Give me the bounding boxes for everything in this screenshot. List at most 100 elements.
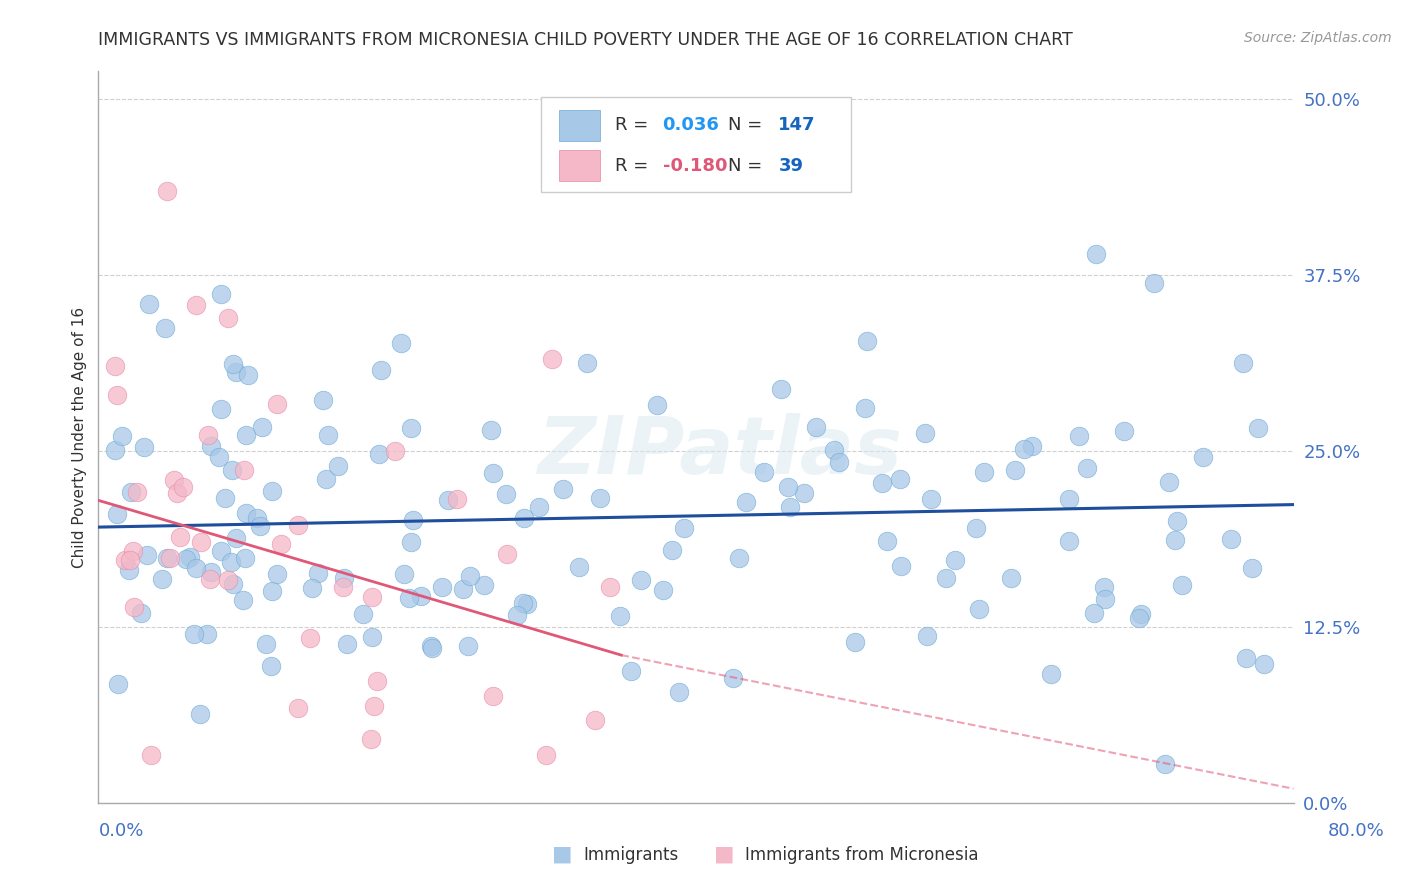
Point bbox=[195, 627, 218, 641]
Point bbox=[332, 580, 354, 594]
Point bbox=[118, 563, 141, 577]
Point bbox=[728, 551, 751, 566]
Point bbox=[174, 552, 197, 566]
Point bbox=[179, 549, 201, 564]
Point bbox=[384, 443, 406, 458]
Point bbox=[249, 519, 271, 533]
Point bbox=[209, 287, 232, 301]
Text: N =: N = bbox=[728, 157, 768, 175]
Text: Immigrants from Micronesia: Immigrants from Micronesia bbox=[745, 846, 979, 863]
Point bbox=[219, 555, 242, 569]
Point bbox=[855, 334, 877, 348]
Point bbox=[136, 548, 159, 562]
Y-axis label: Child Poverty Under the Age of 16: Child Poverty Under the Age of 16 bbox=[72, 307, 87, 567]
Point bbox=[183, 627, 205, 641]
Text: 80.0%: 80.0% bbox=[1329, 822, 1385, 840]
Point bbox=[1241, 560, 1264, 574]
Point bbox=[870, 475, 893, 490]
Point bbox=[437, 493, 460, 508]
Point bbox=[105, 388, 128, 402]
Point bbox=[474, 578, 496, 592]
Point bbox=[328, 459, 350, 474]
Point bbox=[361, 630, 384, 644]
Point bbox=[1246, 421, 1268, 435]
Point bbox=[1143, 276, 1166, 290]
Point bbox=[853, 401, 876, 415]
Point bbox=[131, 606, 153, 620]
Point bbox=[1000, 571, 1022, 585]
Text: 0.036: 0.036 bbox=[662, 117, 720, 135]
Point bbox=[1128, 611, 1150, 625]
Point bbox=[360, 731, 382, 746]
Point bbox=[513, 511, 536, 525]
Point bbox=[316, 428, 339, 442]
Point bbox=[1067, 429, 1090, 443]
Point bbox=[973, 466, 995, 480]
Point bbox=[200, 565, 222, 579]
Point bbox=[661, 543, 683, 558]
Point bbox=[260, 484, 283, 499]
Point bbox=[1039, 667, 1062, 681]
Point bbox=[583, 713, 606, 727]
Point bbox=[589, 491, 612, 505]
Text: -0.180: -0.180 bbox=[662, 157, 727, 175]
FancyBboxPatch shape bbox=[558, 151, 600, 181]
Point bbox=[398, 591, 420, 606]
Point bbox=[200, 438, 222, 452]
Point bbox=[1170, 578, 1192, 592]
Point bbox=[254, 637, 277, 651]
Point bbox=[1094, 592, 1116, 607]
Point bbox=[184, 560, 207, 574]
Point bbox=[260, 658, 283, 673]
Point bbox=[446, 491, 468, 506]
Text: IMMIGRANTS VS IMMIGRANTS FROM MICRONESIA CHILD POVERTY UNDER THE AGE OF 16 CORRE: IMMIGRANTS VS IMMIGRANTS FROM MICRONESIA… bbox=[98, 31, 1073, 49]
Point bbox=[122, 600, 145, 615]
Point bbox=[890, 558, 912, 573]
Point bbox=[307, 566, 329, 581]
Point bbox=[399, 534, 422, 549]
Point bbox=[645, 398, 668, 412]
Point bbox=[366, 673, 388, 688]
Point bbox=[512, 596, 534, 610]
Point bbox=[630, 573, 652, 587]
Text: ▪: ▪ bbox=[713, 838, 735, 871]
Point bbox=[209, 544, 232, 558]
Point bbox=[481, 690, 503, 704]
Point bbox=[1220, 532, 1243, 546]
Point bbox=[104, 359, 127, 373]
Point bbox=[122, 543, 145, 558]
Point bbox=[778, 480, 800, 494]
Point bbox=[1153, 756, 1175, 771]
Text: R =: R = bbox=[614, 157, 654, 175]
Point bbox=[1004, 463, 1026, 477]
Point bbox=[233, 551, 256, 566]
Text: 147: 147 bbox=[779, 117, 815, 135]
Point bbox=[965, 521, 987, 535]
Point bbox=[534, 747, 557, 762]
Point bbox=[225, 365, 247, 379]
Point bbox=[1192, 450, 1215, 464]
Point bbox=[368, 447, 391, 461]
Point bbox=[332, 571, 354, 585]
Point bbox=[668, 685, 690, 699]
Point bbox=[516, 597, 538, 611]
Point bbox=[363, 698, 385, 713]
Point bbox=[107, 676, 129, 690]
Point bbox=[217, 310, 239, 325]
Point bbox=[260, 583, 283, 598]
Point bbox=[1057, 491, 1080, 506]
Point bbox=[652, 582, 675, 597]
Point bbox=[419, 640, 441, 654]
Point bbox=[315, 472, 337, 486]
Point bbox=[889, 472, 911, 486]
FancyBboxPatch shape bbox=[541, 97, 852, 192]
Point bbox=[779, 500, 801, 514]
Point bbox=[190, 534, 212, 549]
Point bbox=[481, 467, 503, 481]
Point bbox=[156, 184, 179, 198]
Point bbox=[104, 442, 127, 457]
Point bbox=[232, 592, 254, 607]
Point bbox=[222, 576, 245, 591]
Point bbox=[793, 485, 815, 500]
Point bbox=[451, 582, 474, 596]
